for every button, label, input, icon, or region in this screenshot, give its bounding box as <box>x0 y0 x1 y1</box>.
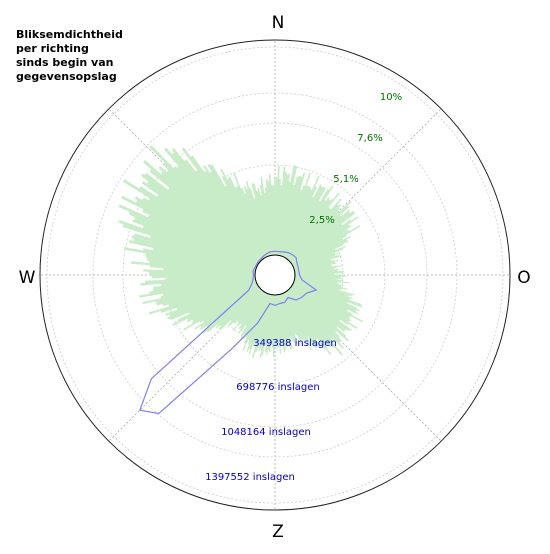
compass-w: W <box>19 268 36 288</box>
density-area <box>118 145 364 359</box>
percent-ring-label-4: 10% <box>380 92 402 103</box>
polar-grid <box>39 39 511 511</box>
count-ring-label-4: 1397552 inslagen <box>205 472 295 483</box>
count-ring-label-2: 698776 inslagen <box>236 382 319 393</box>
center-hole <box>254 254 296 296</box>
compass-z: Z <box>272 522 284 542</box>
percent-ring-label-1: 2,5% <box>309 215 334 226</box>
count-ring-label-3: 1048164 inslagen <box>221 427 311 438</box>
compass-o: O <box>517 268 530 288</box>
chart-title-line-3: sinds begin van <box>16 56 114 69</box>
strike-count-line <box>138 250 318 415</box>
outer-ring <box>39 39 511 511</box>
percent-ring-label-3: 7,6% <box>357 133 382 144</box>
chart-title-line-1: Bliksemdichtheid <box>16 28 123 41</box>
chart-title-line-2: per richting <box>16 42 89 55</box>
count-ring-label-1: 349388 inslagen <box>253 338 336 349</box>
percent-ring-label-2: 5,1% <box>333 174 358 185</box>
compass-n: N <box>272 13 285 33</box>
ring-labels: N O Z W 2,5% 5,1% 7,6% 10% 349388 inslag… <box>19 13 531 542</box>
chart-title-line-4: gegevensopslag <box>16 70 117 83</box>
